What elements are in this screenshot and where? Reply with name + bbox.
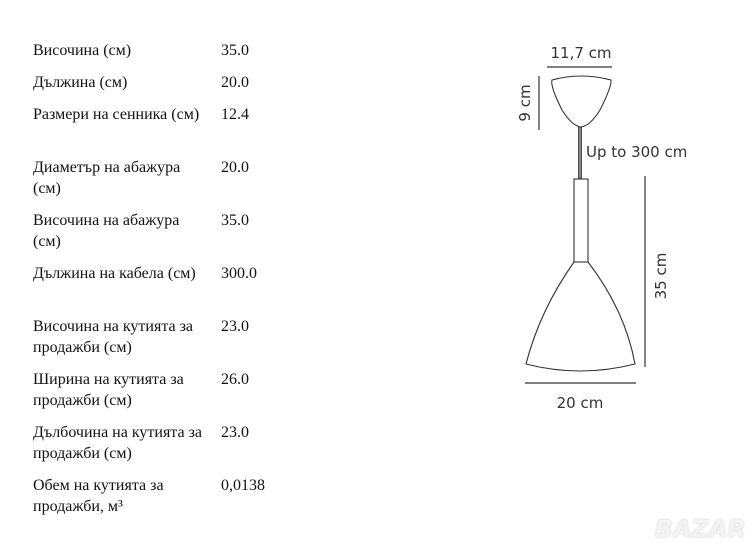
spec-value: 35.0: [221, 212, 249, 229]
cable-length-label: Up to 300 cm: [586, 143, 687, 161]
cable: [578, 126, 582, 179]
spec-label: Дълбочина на кутията за продажби (см): [33, 424, 203, 462]
spec-value: 26.0: [221, 371, 249, 388]
spec-label: Дължина (см): [33, 74, 128, 91]
spec-value: 35.0: [221, 42, 249, 59]
lamp-tube: [573, 178, 589, 263]
lamp-shade: [525, 261, 636, 372]
canopy-width-label: 11,7 cm: [550, 44, 611, 62]
spec-label: Ширина на кутията за продажби (см): [33, 371, 184, 409]
spec-value: 20.0: [221, 74, 249, 91]
watermark-logo: BAZAR: [654, 515, 746, 543]
spec-value: 0,0138: [221, 477, 265, 494]
spec-value: 23.0: [221, 318, 249, 335]
spec-label: Височина на абажура (см): [33, 212, 180, 250]
spec-label: Дължина на кабела (см): [33, 265, 196, 282]
spec-label: Размери на сенника (см): [33, 106, 200, 123]
spec-value: 12.4: [221, 106, 249, 123]
spec-value: 300.0: [221, 265, 257, 282]
spec-value: 20.0: [221, 159, 249, 176]
shade-width-label: 20 cm: [557, 394, 604, 412]
spec-label: Обем на кутията за продажби, м³: [33, 477, 164, 515]
canopy-height-label: 9 cm: [516, 84, 534, 121]
shade-height-label: 35 cm: [652, 253, 670, 300]
canopy: [551, 75, 612, 128]
spec-label: Диаметър на абажура (см): [33, 159, 181, 197]
spec-label: Височина (см): [33, 42, 132, 59]
spec-value: 23.0: [221, 424, 249, 441]
spec-label: Височина на кутията за продажби (см): [33, 318, 194, 356]
